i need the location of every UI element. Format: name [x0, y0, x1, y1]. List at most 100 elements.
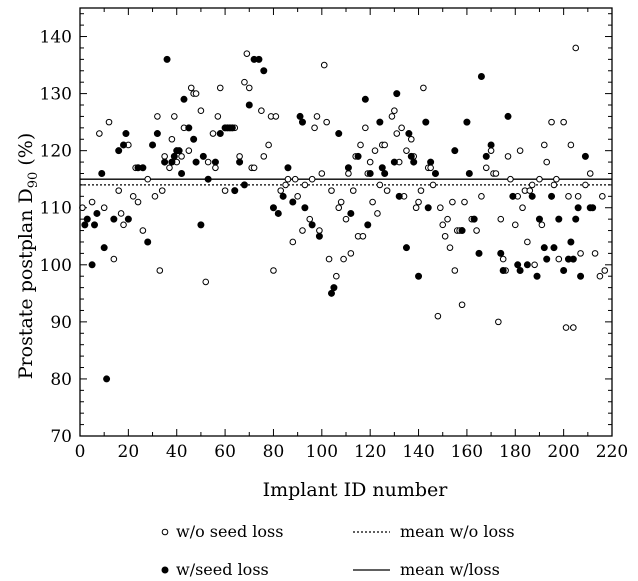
point-with-seed-loss [427, 158, 435, 166]
point-with-seed-loss [115, 147, 123, 155]
point-without-seed-loss [415, 198, 422, 206]
point-with-seed-loss [91, 221, 99, 229]
point-without-seed-loss [487, 147, 495, 154]
point-without-seed-loss [492, 170, 500, 177]
point-with-seed-loss [344, 164, 352, 172]
point-without-seed-loss [577, 250, 584, 257]
point-without-seed-loss [374, 210, 381, 217]
point-with-seed-loss [190, 135, 198, 143]
point-with-seed-loss [240, 181, 248, 189]
point-without-seed-loss [441, 232, 449, 240]
plot-frame [79, 7, 613, 437]
point-with-seed-loss [236, 158, 244, 166]
point-without-seed-loss [376, 181, 384, 189]
point-without-seed-loss [362, 124, 369, 132]
point-with-seed-loss [110, 215, 118, 223]
point-with-seed-loss [216, 130, 224, 138]
point-with-seed-loss [504, 112, 512, 120]
point-without-seed-loss [538, 221, 546, 229]
x-tick-label: 200 [547, 442, 579, 462]
point-without-seed-loss [216, 84, 224, 92]
point-without-seed-loss [320, 61, 328, 69]
point-without-seed-loss [318, 170, 326, 177]
point-without-seed-loss [582, 181, 589, 189]
legend-label-without-seed-loss: w/o seed loss [176, 522, 283, 541]
x-tick-label: 180 [499, 442, 531, 462]
point-with-seed-loss [88, 261, 96, 269]
x-tick-label: 20 [118, 442, 140, 462]
point-without-seed-loss [311, 124, 318, 132]
point-without-seed-loss [129, 193, 137, 200]
legend-item-mean-without-loss: mean w/o loss [353, 522, 515, 541]
point-without-seed-loss [337, 198, 345, 206]
point-with-seed-loss [378, 164, 386, 172]
point-with-seed-loss [475, 249, 483, 257]
point-with-seed-loss [550, 244, 558, 252]
point-without-seed-loss [105, 118, 113, 126]
point-without-seed-loss [499, 255, 507, 263]
point-with-seed-loss [402, 244, 410, 252]
point-with-seed-loss [415, 272, 423, 280]
point-without-seed-loss [570, 324, 577, 331]
point-without-seed-loss [345, 170, 352, 177]
y-tick-label: 110 [40, 199, 72, 219]
point-without-seed-loss [323, 118, 330, 126]
point-with-seed-loss [185, 124, 193, 132]
point-without-seed-loss [187, 84, 195, 92]
legend-filled-circle-marker [161, 566, 169, 574]
point-with-seed-loss [381, 169, 389, 177]
point-with-seed-loss [405, 130, 413, 138]
point-with-seed-loss [535, 215, 543, 223]
point-with-seed-loss [390, 158, 398, 166]
point-with-seed-loss [168, 158, 176, 166]
point-with-seed-loss [204, 175, 212, 183]
point-without-seed-loss [567, 141, 575, 149]
point-with-seed-loss [93, 209, 101, 217]
point-without-seed-loss [168, 135, 176, 143]
point-with-seed-loss [581, 152, 589, 160]
legend-label-mean-without-loss: mean w/o loss [400, 522, 515, 541]
point-with-seed-loss [407, 152, 415, 160]
point-with-seed-loss [347, 209, 355, 217]
point-with-seed-loss [269, 204, 277, 212]
point-without-seed-loss [407, 135, 415, 143]
y-tick-label: 80 [50, 370, 72, 390]
point-without-seed-loss [572, 44, 580, 52]
point-without-seed-loss [301, 181, 309, 189]
point-with-seed-loss [163, 55, 171, 63]
point-without-seed-loss [357, 141, 364, 149]
point-without-seed-loss [543, 158, 551, 166]
point-with-seed-loss [560, 267, 568, 275]
x-tick-label: 160 [451, 442, 483, 462]
point-with-seed-loss [572, 215, 580, 223]
point-with-seed-loss [499, 267, 507, 275]
point-without-seed-loss [185, 147, 193, 154]
point-without-seed-loss [282, 181, 289, 189]
point-with-seed-loss [477, 72, 485, 80]
point-without-seed-loss [524, 238, 531, 246]
axis-ticks [79, 8, 613, 437]
point-without-seed-loss [591, 250, 599, 257]
point-without-seed-loss [214, 113, 222, 120]
point-without-seed-loss [340, 255, 347, 263]
point-without-seed-loss [528, 181, 536, 189]
y-tick-label: 90 [50, 313, 72, 333]
point-without-seed-loss [560, 118, 567, 126]
point-with-seed-loss [548, 192, 556, 200]
point-without-seed-loss [192, 90, 200, 97]
point-with-seed-loss [170, 152, 178, 160]
point-with-seed-loss [83, 215, 91, 223]
point-with-seed-loss [395, 192, 403, 200]
point-with-seed-loss [354, 152, 362, 160]
point-without-seed-loss [154, 113, 161, 120]
point-with-seed-loss [228, 124, 236, 132]
point-without-seed-loss [96, 130, 103, 137]
point-without-seed-loss [599, 193, 606, 200]
point-with-seed-loss [361, 95, 369, 103]
point-with-seed-loss [470, 215, 478, 223]
point-with-seed-loss [424, 204, 432, 212]
point-without-seed-loss [403, 147, 410, 154]
legend-item-without-seed-loss: w/o seed loss [161, 522, 283, 541]
point-without-seed-loss [417, 187, 425, 194]
point-with-seed-loss [144, 238, 152, 246]
